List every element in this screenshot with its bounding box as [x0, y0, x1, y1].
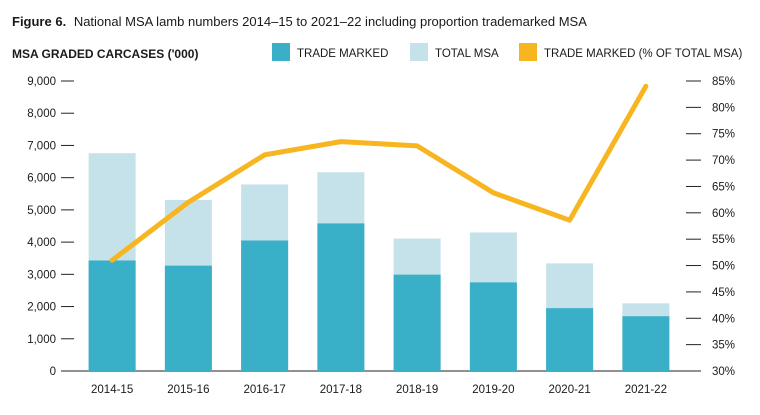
- line-point: [643, 84, 649, 89]
- x-tick-label: 2018-19: [396, 384, 438, 396]
- legend: TRADE MARKED TOTAL MSA TRADE MARKED (% OF …: [272, 43, 742, 61]
- line-point: [491, 190, 496, 195]
- y2-tick-label: 35%: [712, 340, 735, 352]
- legend-label: TRADE MARKED: [297, 48, 388, 60]
- bar-trade-marked: [622, 316, 670, 371]
- y2-tick-label: 75%: [712, 129, 735, 141]
- legend-swatch: [272, 43, 290, 61]
- y2-tick-label: 65%: [712, 181, 735, 193]
- y-tick-label: 0: [50, 366, 56, 378]
- bar-trade-marked: [88, 260, 136, 371]
- bar-trade-marked: [546, 308, 594, 371]
- y-tick-label: 6,000: [27, 173, 56, 185]
- bar-trade-marked: [164, 265, 212, 371]
- legend-label: TRADE MARKED (% OF TOTAL MSA): [544, 48, 742, 60]
- legend-swatch: [519, 43, 537, 61]
- x-tick-label: 2014-15: [91, 384, 133, 396]
- line-point: [262, 152, 267, 158]
- y-tick-label: 1,000: [27, 334, 56, 346]
- y2-tick-label: 50%: [712, 261, 735, 273]
- x-tick-label: 2016-17: [244, 384, 286, 396]
- y2-tick-label: 30%: [712, 366, 735, 378]
- x-tick-label: 2020-21: [549, 384, 591, 396]
- line-point: [186, 200, 191, 205]
- figure-title: National MSA lamb numbers 2014–15 to 202…: [74, 14, 587, 29]
- axes: [61, 80, 701, 372]
- y2-tick-label: 45%: [712, 287, 735, 299]
- y-tick-label: 4,000: [27, 237, 56, 249]
- y-tick-label: 9,000: [27, 76, 56, 88]
- bar-trade-marked: [317, 223, 365, 371]
- line-point: [567, 218, 572, 223]
- y-tick-label: 8,000: [27, 108, 56, 120]
- tick-labels: 0 1,000 2,000 3,000 4,000 5,000 6,000 7,000 8,00…: [27, 76, 735, 396]
- y2-tick-label: 80%: [712, 102, 735, 114]
- y-tick-label: 3,000: [27, 269, 56, 281]
- chart-title: Figure 6. National MSA lamb numbers 2014…: [12, 14, 587, 29]
- x-tick-label: 2019-20: [472, 384, 514, 396]
- bars: [88, 153, 670, 371]
- line-point: [109, 258, 115, 263]
- bar-trade-marked: [241, 240, 289, 371]
- y-tick-label: 7,000: [27, 140, 56, 152]
- y2-tick-label: 55%: [712, 234, 735, 246]
- line-point: [338, 139, 344, 144]
- line-trade-marked-percent: [109, 83, 649, 263]
- legend-label: TOTAL MSA: [435, 48, 499, 60]
- y2-tick-label: 85%: [712, 76, 735, 88]
- y2-tick-label: 40%: [712, 313, 735, 325]
- x-tick-label: 2021-22: [625, 384, 667, 396]
- y2-tick-label: 60%: [712, 208, 735, 220]
- x-tick-label: 2017-18: [320, 384, 362, 396]
- y-tick-label: 5,000: [27, 205, 56, 217]
- y-axis-label: MSA GRADED CARCASES ('000): [12, 47, 198, 61]
- x-tick-label: 2015-16: [167, 384, 209, 396]
- bar-trade-marked: [469, 282, 517, 371]
- percent-line: [109, 83, 649, 263]
- bar-trade-marked: [393, 274, 441, 371]
- line-point: [414, 143, 420, 149]
- y-tick-label: 2,000: [27, 302, 56, 314]
- legend-swatch: [410, 43, 428, 61]
- svg-text:Figure 6. National MSA l: Figure 6. National MSA lamb numbers 2014…: [12, 14, 587, 29]
- y2-tick-label: 70%: [712, 155, 735, 167]
- figure-number: Figure 6.: [12, 14, 66, 29]
